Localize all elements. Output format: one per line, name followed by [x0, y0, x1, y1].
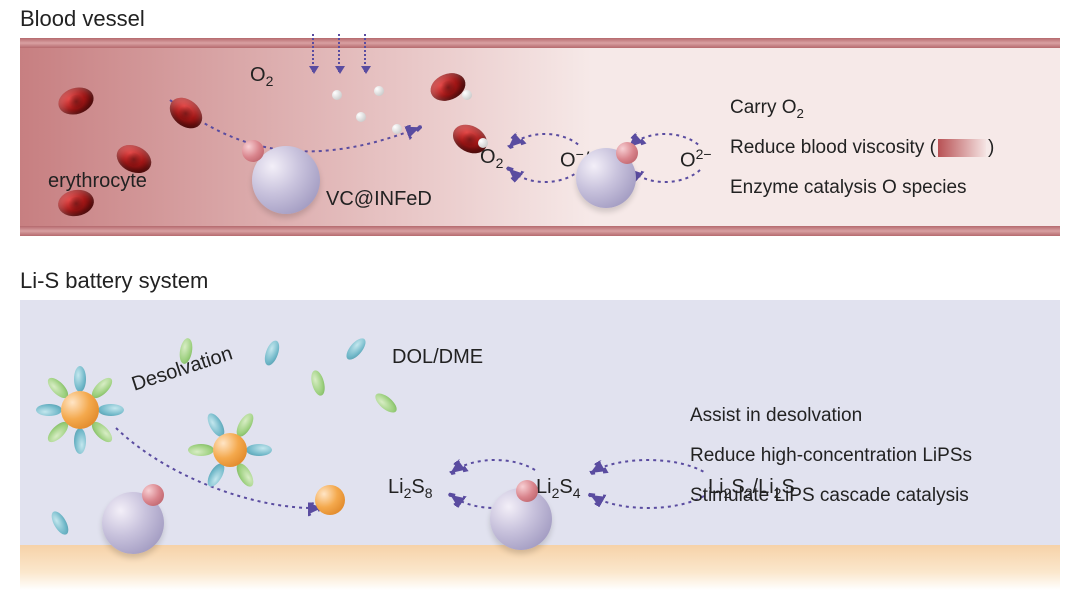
- desc-line: Carry O2: [730, 88, 994, 128]
- solvent-molecule-icon: [36, 404, 62, 416]
- active-site-icon: [142, 484, 164, 506]
- desc-line: Stimulate LiPS cascade catalysis: [690, 476, 972, 516]
- desc-line: Enzyme catalysis O species: [730, 168, 994, 208]
- o-cycle-arrows: [20, 38, 740, 238]
- desc-line: Reduce high-concentration LiPSs: [690, 436, 972, 476]
- blood-vessel-panel: O2 erythrocyte VC@INFeD O2 O−/O* O2− Car…: [20, 38, 1060, 236]
- active-site-icon: [242, 140, 264, 162]
- o2-molecule-icon: [332, 90, 342, 100]
- solvent-molecule-icon: [246, 444, 272, 456]
- solvent-molecule-icon: [74, 428, 86, 454]
- o2-molecule-icon: [374, 86, 384, 96]
- active-site-icon: [516, 480, 538, 502]
- o2-molecule-icon: [478, 138, 488, 148]
- viscosity-gradient-chip: [938, 139, 986, 157]
- solvent-molecule-icon: [74, 366, 86, 392]
- o2-molecule-icon: [462, 90, 472, 100]
- desc-line: Reduce blood viscosity (): [730, 128, 994, 168]
- panel2-desc: Assist in desolvation Reduce high-concen…: [690, 396, 972, 516]
- o2-molecule-icon: [392, 124, 402, 134]
- o2-molecule-icon: [356, 112, 366, 122]
- lips-core-icon: [315, 485, 345, 515]
- solvent-molecule-icon: [98, 404, 124, 416]
- panel1-title: Blood vessel: [20, 6, 145, 32]
- active-site-icon: [616, 142, 638, 164]
- solvent-molecule-icon: [188, 444, 214, 456]
- panel1-desc: Carry O2 Reduce blood viscosity () Enzym…: [730, 88, 994, 208]
- desc-line: Assist in desolvation: [690, 396, 972, 436]
- lis-panel: Desolvation DOL/DME Li2S8 Li2S4 Li2S2/Li…: [20, 300, 1060, 590]
- panel2-title: Li-S battery system: [20, 268, 208, 294]
